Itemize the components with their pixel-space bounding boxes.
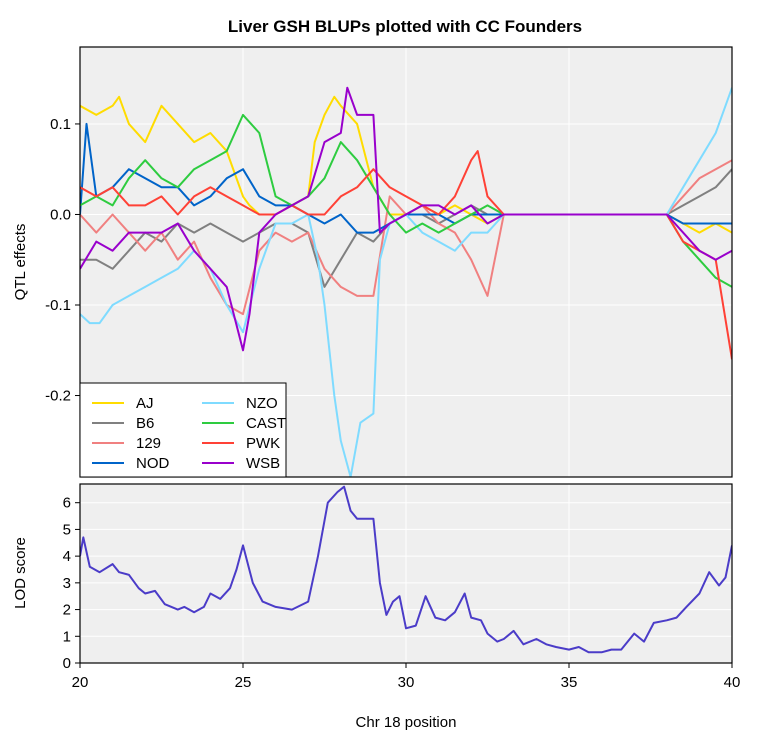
legend-box [79,382,287,478]
lod-y-tick-label: 6 [63,495,71,512]
legend-item-wsb: WSB [202,455,280,472]
legend-item-nod: NOD [92,455,170,472]
qtl-effects-panel: 0.1 0.0 -0.1 -0.2 QTL effects AJ B6 129 NOD NZO… [12,46,733,478]
lod-y-tick-label: 4 [63,548,71,565]
lod-score-panel: 0 1 2 3 4 5 6 20 25 30 35 40 LOD score Chr 18 posi… [12,483,741,731]
legend-item-129: 129 [92,435,161,452]
lod-y-tick-label: 1 [63,628,71,645]
legend-item-pwk: PWK [202,435,280,452]
lod-x-tick-label: 35 [561,674,578,691]
lod-x-tick-label: 25 [235,674,252,691]
lod-y-axis: 0 1 2 3 4 5 6 [63,495,80,672]
lod-x-tick-label: 20 [72,674,89,691]
qtl-y-tick-label: -0.2 [45,388,71,405]
lod-x-tick-label: 30 [398,674,415,691]
qtl-y-axis: 0.1 0.0 -0.1 -0.2 [45,116,80,405]
legend-label: WSB [246,455,280,472]
legend-label: NOD [136,455,170,472]
legend-item-b6: B6 [92,415,154,432]
lod-x-tick-label: 40 [724,674,741,691]
lod-x-axis: 20 25 30 35 40 [72,663,741,691]
lod-y-tick-label: 0 [63,655,71,672]
legend-item-cast: CAST [202,415,286,432]
lod-score-line [80,485,732,654]
legend-label: 129 [136,435,161,452]
qtl-plot-frame [79,46,733,478]
lod-y-tick-label: 3 [63,575,71,592]
legend-item-nzo: NZO [202,395,278,412]
qtl-y-tick-label: 0.0 [50,206,71,223]
legend-label: B6 [136,415,154,432]
qtl-series-lines [80,86,732,477]
legend-item-aj: AJ [92,395,154,412]
lod-y-tick-label: 2 [63,602,71,619]
legend: AJ B6 129 NOD NZO CAST PWK WSB [79,382,287,478]
legend-label: NZO [246,395,278,412]
lod-series-line [80,485,732,654]
chart-title: Liver GSH BLUPs plotted with CC Founders [228,17,582,36]
legend-label: CAST [246,415,286,432]
legend-label: PWK [246,435,280,452]
lod-x-axis-label: Chr 18 position [356,714,457,731]
legend-label: AJ [136,395,154,412]
legend-items: AJ B6 129 NOD NZO CAST PWK WSB [92,395,286,472]
lod-y-axis-label: LOD score [12,537,29,609]
series-line-wsb [80,86,732,352]
qtl-y-axis-label: QTL effects [12,224,29,301]
qtl-y-tick-label: -0.1 [45,297,71,314]
qtl-y-tick-label: 0.1 [50,116,71,133]
lod-y-tick-label: 5 [63,521,71,538]
